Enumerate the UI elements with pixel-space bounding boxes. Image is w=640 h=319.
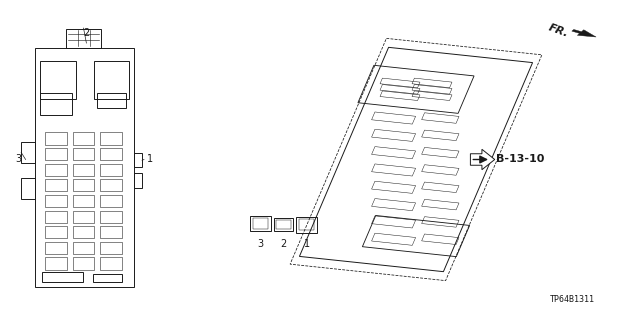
Bar bbox=[73, 242, 94, 254]
Bar bbox=[73, 164, 94, 176]
Bar bbox=[296, 217, 317, 233]
Bar bbox=[73, 226, 94, 238]
Bar bbox=[299, 219, 314, 230]
Bar bbox=[21, 178, 35, 198]
FancyArrow shape bbox=[572, 29, 596, 37]
Bar bbox=[40, 93, 72, 115]
Bar bbox=[45, 148, 67, 160]
Bar bbox=[274, 218, 293, 231]
Text: 3: 3 bbox=[257, 239, 263, 249]
Bar bbox=[42, 272, 83, 282]
Bar bbox=[73, 211, 94, 223]
Bar bbox=[100, 211, 122, 223]
Bar bbox=[66, 29, 101, 48]
Text: TP64B1311: TP64B1311 bbox=[550, 295, 595, 304]
Bar bbox=[100, 242, 122, 254]
Bar bbox=[94, 61, 129, 99]
Bar bbox=[73, 195, 94, 207]
Bar bbox=[45, 257, 67, 270]
Bar bbox=[45, 211, 67, 223]
Bar bbox=[100, 257, 122, 270]
Bar bbox=[100, 132, 122, 145]
Bar bbox=[35, 48, 134, 287]
Text: 2: 2 bbox=[83, 28, 90, 38]
Bar bbox=[100, 164, 122, 176]
Text: 1: 1 bbox=[147, 154, 154, 165]
Bar bbox=[134, 174, 142, 188]
Text: FR.: FR. bbox=[547, 22, 570, 39]
Bar bbox=[134, 153, 142, 167]
Text: B-13-10: B-13-10 bbox=[496, 154, 545, 165]
Bar bbox=[100, 148, 122, 160]
Text: 2: 2 bbox=[280, 239, 287, 249]
Bar bbox=[250, 216, 271, 231]
Bar bbox=[93, 274, 122, 282]
Bar bbox=[73, 132, 94, 145]
Bar bbox=[21, 142, 35, 163]
Bar bbox=[40, 61, 76, 99]
Bar bbox=[100, 195, 122, 207]
Bar bbox=[45, 164, 67, 176]
Bar bbox=[45, 195, 67, 207]
Polygon shape bbox=[470, 149, 495, 170]
Bar bbox=[100, 226, 122, 238]
Bar bbox=[73, 148, 94, 160]
Bar bbox=[45, 242, 67, 254]
Text: 1: 1 bbox=[303, 239, 310, 249]
Bar bbox=[45, 132, 67, 145]
Bar bbox=[97, 93, 126, 108]
Bar bbox=[253, 218, 268, 229]
Bar bbox=[276, 220, 291, 229]
Bar bbox=[45, 226, 67, 238]
Text: 3: 3 bbox=[15, 154, 21, 165]
Bar bbox=[73, 257, 94, 270]
Bar bbox=[100, 179, 122, 191]
Bar bbox=[73, 179, 94, 191]
Bar bbox=[45, 179, 67, 191]
